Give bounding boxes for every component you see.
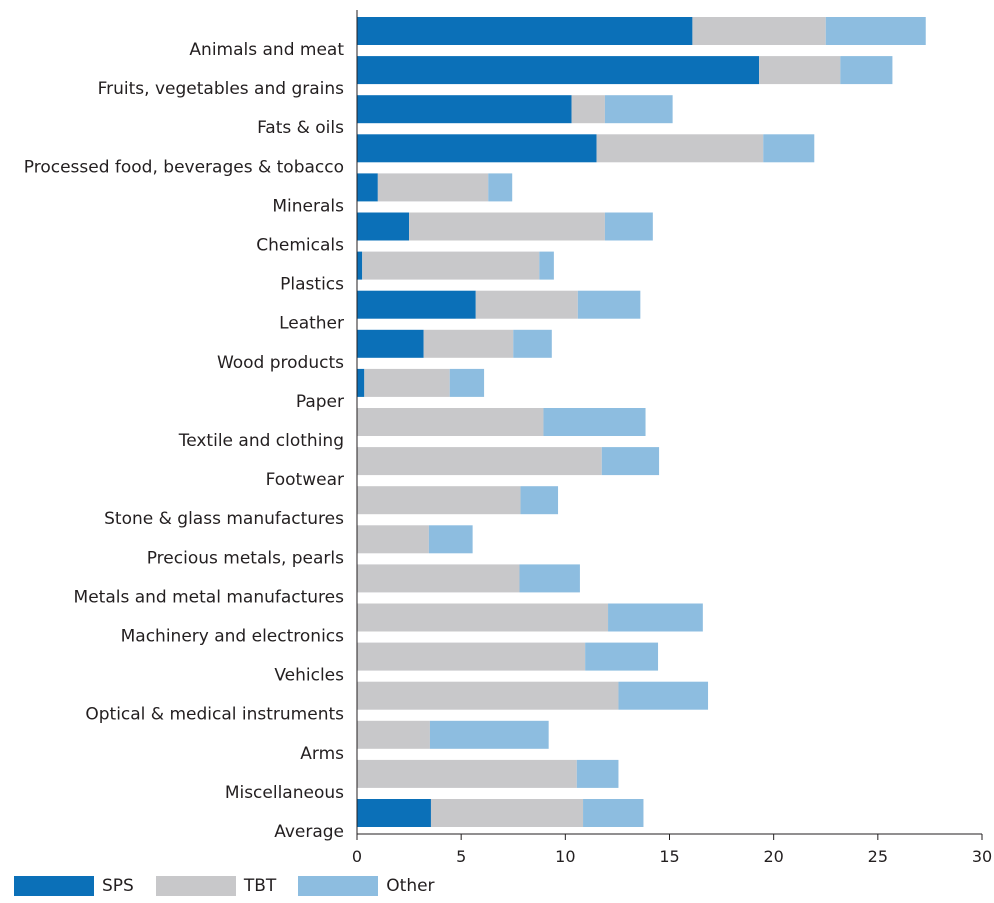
bar-segment-sps xyxy=(357,251,363,280)
category-label: Chemicals xyxy=(256,236,344,256)
bar-segment-other xyxy=(840,56,893,85)
category-label: Processed food, beverages & tobacco xyxy=(24,157,344,177)
bar-segment-tbt xyxy=(409,212,605,241)
category-label: Average xyxy=(274,822,344,842)
bar-segment-other xyxy=(449,368,485,397)
bar-segment-tbt xyxy=(357,720,430,749)
x-tick-label: 25 xyxy=(868,847,888,866)
bar-segment-other xyxy=(543,408,646,436)
bar-segment-sps xyxy=(357,95,572,124)
x-tick-label: 30 xyxy=(972,847,992,866)
bar-segment-other xyxy=(488,173,513,202)
bar-segment-sps xyxy=(357,17,693,45)
category-label: Vehicles xyxy=(274,666,344,686)
category-label: Stone & glass manufactures xyxy=(104,509,344,529)
bar-segment-sps xyxy=(357,212,410,241)
bar-segment-other xyxy=(604,95,673,124)
legend-label-other: Other xyxy=(386,876,435,896)
category-label: Animals and meat xyxy=(189,40,344,60)
bar-segment-tbt xyxy=(357,486,521,515)
bar-segment-other xyxy=(763,134,815,163)
category-label: Metals and metal manufactures xyxy=(74,587,345,607)
category-label: Miscellaneous xyxy=(225,783,344,803)
bar-segment-other xyxy=(428,525,473,554)
bar-segment-sps xyxy=(357,368,365,397)
legend-swatch-tbt xyxy=(155,876,236,896)
legend-swatch-sps xyxy=(14,876,94,896)
bar-segment-other xyxy=(601,447,660,476)
bar-segment-tbt xyxy=(571,95,605,124)
category-label: Textile and clothing xyxy=(178,431,344,451)
x-tick-label: 20 xyxy=(763,847,783,866)
category-label: Fruits, vegetables and grains xyxy=(98,79,345,99)
legend-label-sps: SPS xyxy=(102,876,134,896)
bar-segment-sps xyxy=(357,134,597,163)
x-tick-label: 0 xyxy=(352,847,362,866)
bar-segment-tbt xyxy=(596,134,764,163)
bar-segment-other xyxy=(520,486,559,515)
category-label: Footwear xyxy=(266,470,344,490)
category-label: Precious metals, pearls xyxy=(147,548,344,568)
legend-item-other: Other xyxy=(298,876,435,896)
bar-segment-tbt xyxy=(357,603,609,632)
bar-segment-other xyxy=(513,329,552,358)
bar-segment-tbt xyxy=(357,681,619,710)
bar-segment-tbt xyxy=(364,368,450,397)
bar-segment-other xyxy=(618,681,709,710)
bar-segment-other xyxy=(539,251,554,280)
bar-segment-other xyxy=(825,17,926,45)
bar-segment-tbt xyxy=(692,17,826,45)
category-label: Plastics xyxy=(280,275,344,295)
category-label: Fats & oils xyxy=(257,118,344,138)
bar-segment-tbt xyxy=(357,447,602,476)
bar-segment-other xyxy=(519,564,580,593)
bar-segment-other xyxy=(608,603,703,632)
legend-item-sps: SPS xyxy=(14,876,134,896)
category-label: Machinery and electronics xyxy=(121,627,345,647)
legend-label-tbt: TBT xyxy=(243,876,277,896)
bar-segment-tbt xyxy=(357,564,520,593)
bar-segment-tbt xyxy=(362,251,540,280)
bar-segment-tbt xyxy=(357,642,586,671)
category-labels: Animals and meat Fruits, vegetables and g… xyxy=(24,40,345,842)
bar-group xyxy=(357,17,926,827)
category-label: Wood products xyxy=(217,353,344,373)
x-tick-label: 5 xyxy=(456,847,466,866)
x-tick-label: 10 xyxy=(555,847,575,866)
bar-segment-other xyxy=(604,212,653,241)
legend: SPS TBT Other xyxy=(14,876,457,896)
category-label: Optical & medical instruments xyxy=(85,705,344,725)
bar-segment-other xyxy=(583,799,644,827)
bar-segment-other xyxy=(576,759,619,788)
bar-segment-tbt xyxy=(357,408,544,436)
bar-segment-tbt xyxy=(759,56,841,85)
bar-segment-other xyxy=(577,290,641,319)
bar-segment-sps xyxy=(357,173,378,202)
bar-segment-sps xyxy=(357,799,431,827)
category-label: Paper xyxy=(296,392,344,412)
legend-item-tbt: TBT xyxy=(155,876,277,896)
category-label: Leather xyxy=(279,314,344,334)
bar-segment-tbt xyxy=(475,290,578,319)
bar-segment-sps xyxy=(357,329,424,358)
bar-segment-tbt xyxy=(357,525,429,554)
x-axis-ticks: 0 5 10 15 20 25 30 xyxy=(352,834,992,866)
bar-segment-other xyxy=(585,642,659,671)
category-label: Minerals xyxy=(272,196,344,216)
legend-swatch-other xyxy=(298,876,379,896)
bar-segment-tbt xyxy=(430,799,584,827)
bar-segment-other xyxy=(429,720,549,749)
x-tick-label: 15 xyxy=(659,847,679,866)
bar-segment-tbt xyxy=(377,173,489,202)
bar-segment-sps xyxy=(357,56,760,85)
bar-segment-tbt xyxy=(423,329,514,358)
bar-segment-tbt xyxy=(357,759,577,788)
category-label: Arms xyxy=(300,744,344,764)
bar-segment-sps xyxy=(357,290,476,319)
